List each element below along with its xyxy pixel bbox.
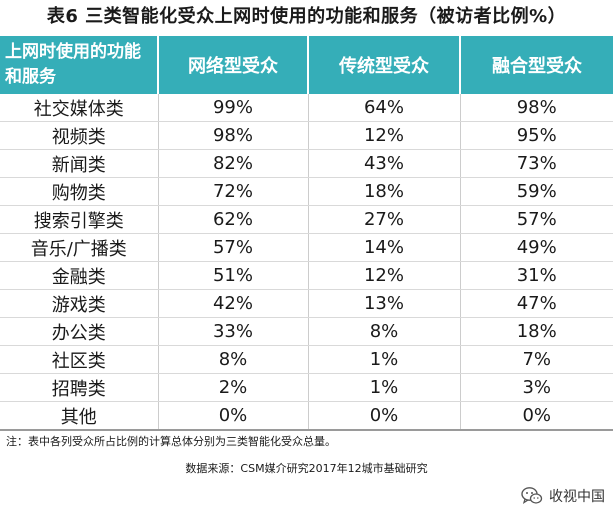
table-cell: 0%: [308, 401, 461, 431]
table-cell: 0%: [460, 401, 613, 431]
table-cell: 49%: [460, 233, 613, 262]
table-cell: 0%: [158, 401, 309, 431]
row-label: 其他: [0, 401, 159, 431]
table-cell: 1%: [308, 345, 461, 374]
table-row: 办公类 33% 8% 18%: [0, 317, 613, 346]
table-cell: 42%: [158, 289, 309, 318]
table-row: 社交媒体类 99% 64% 98%: [0, 94, 613, 122]
row-label: 招聘类: [0, 373, 159, 402]
row-header-cell: 上网时使用的功能和服务: [0, 36, 159, 94]
table-cell: 72%: [158, 177, 309, 206]
table-row: 招聘类 2% 1% 3%: [0, 373, 613, 402]
table-cell: 8%: [158, 345, 309, 374]
table-cell: 13%: [308, 289, 461, 318]
row-label: 新闻类: [0, 149, 159, 178]
table-footnote: 注：表中各列受众所占比例的计算总体分别为三类智能化受众总量。: [6, 435, 336, 448]
table-cell: 99%: [158, 94, 309, 122]
table-row: 搜索引擎类 62% 27% 57%: [0, 205, 613, 234]
table-cell: 18%: [308, 177, 461, 206]
table-cell: 2%: [158, 373, 309, 402]
table-cell: 47%: [460, 289, 613, 318]
watermark: 收视中国: [521, 485, 605, 507]
table-cell: 64%: [308, 94, 461, 122]
table-cell: 8%: [308, 317, 461, 346]
table-row: 其他 0% 0% 0%: [0, 401, 613, 431]
table-cell: 3%: [460, 373, 613, 402]
table-row: 金融类 51% 12% 31%: [0, 261, 613, 290]
table-cell: 43%: [308, 149, 461, 178]
table-row: 新闻类 82% 43% 73%: [0, 149, 613, 178]
table-row: 视频类 98% 12% 95%: [0, 121, 613, 150]
row-label: 购物类: [0, 177, 159, 206]
table-cell: 98%: [460, 94, 613, 122]
table-row: 购物类 72% 18% 59%: [0, 177, 613, 206]
row-label: 金融类: [0, 261, 159, 290]
table-row: 游戏类 42% 13% 47%: [0, 289, 613, 318]
table-cell: 73%: [460, 149, 613, 178]
row-label: 搜索引擎类: [0, 205, 159, 234]
table-cell: 18%: [460, 317, 613, 346]
table-cell: 14%: [308, 233, 461, 262]
wechat-icon: [521, 486, 543, 506]
table-cell: 33%: [158, 317, 309, 346]
table-cell: 27%: [308, 205, 461, 234]
table-cell: 1%: [308, 373, 461, 402]
column-header-converged: 融合型受众: [460, 36, 613, 94]
row-label: 视频类: [0, 121, 159, 150]
table-cell: 51%: [158, 261, 309, 290]
column-header-network: 网络型受众: [158, 36, 309, 94]
table-cell: 57%: [460, 205, 613, 234]
table-cell: 31%: [460, 261, 613, 290]
row-label: 社区类: [0, 345, 159, 374]
table-row: 音乐/广播类 57% 14% 49%: [0, 233, 613, 262]
table-cell: 12%: [308, 261, 461, 290]
column-header-traditional: 传统型受众: [308, 36, 461, 94]
table-row: 社区类 8% 1% 7%: [0, 345, 613, 374]
table-cell: 62%: [158, 205, 309, 234]
row-label: 办公类: [0, 317, 159, 346]
table-header-row: 上网时使用的功能和服务 网络型受众 传统型受众 融合型受众: [0, 36, 613, 94]
table-cell: 12%: [308, 121, 461, 150]
table-cell: 98%: [158, 121, 309, 150]
row-label: 音乐/广播类: [0, 233, 159, 262]
row-label: 游戏类: [0, 289, 159, 318]
table-cell: 95%: [460, 121, 613, 150]
table-cell: 7%: [460, 345, 613, 374]
row-label: 社交媒体类: [0, 94, 159, 122]
data-source: 数据来源：CSM媒介研究2017年12城市基础研究: [185, 462, 428, 475]
table-cell: 59%: [460, 177, 613, 206]
table-title: 表6 三类智能化受众上网时使用的功能和服务（被访者比例%）: [46, 6, 567, 27]
watermark-text: 收视中国: [549, 489, 605, 505]
table-cell: 57%: [158, 233, 309, 262]
table-cell: 82%: [158, 149, 309, 178]
data-table: 上网时使用的功能和服务 网络型受众 传统型受众 融合型受众 社交媒体类 99% …: [0, 36, 613, 431]
